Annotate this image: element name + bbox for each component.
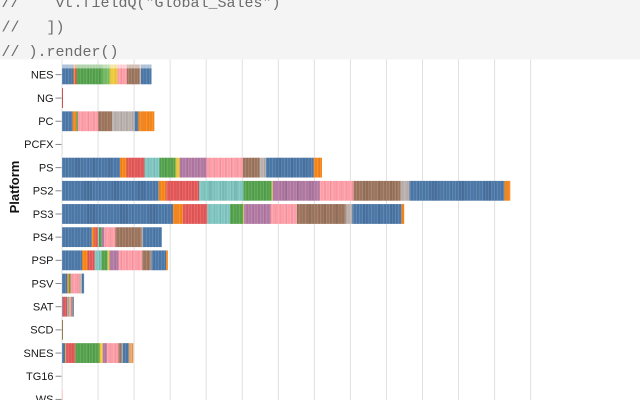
svg-text:PC: PC (38, 116, 53, 128)
svg-text:SCD: SCD (30, 325, 53, 337)
svg-text:PS: PS (39, 162, 54, 174)
svg-text:WS: WS (36, 394, 54, 400)
svg-text:PS2: PS2 (33, 186, 54, 198)
svg-text:NG: NG (37, 93, 54, 105)
svg-text:// ).render(): // ).render() (2, 44, 119, 61)
svg-text:PSV: PSV (31, 278, 54, 290)
svg-text:TG16: TG16 (26, 371, 54, 383)
svg-text:Platform: Platform (7, 161, 22, 214)
svg-text:PS3: PS3 (33, 209, 54, 221)
svg-text:PS4: PS4 (33, 232, 54, 244)
svg-text:// ]): // ]) (2, 20, 65, 37)
svg-text:// vt.fieldQ("Global_Sales": // vt.fieldQ("Global_Sales") (2, 0, 281, 12)
svg-text:PCFX: PCFX (24, 139, 54, 151)
svg-text:SAT: SAT (33, 302, 54, 314)
svg-text:SNES: SNES (24, 348, 54, 360)
svg-text:PSP: PSP (31, 255, 53, 267)
svg-text:NES: NES (31, 69, 54, 81)
